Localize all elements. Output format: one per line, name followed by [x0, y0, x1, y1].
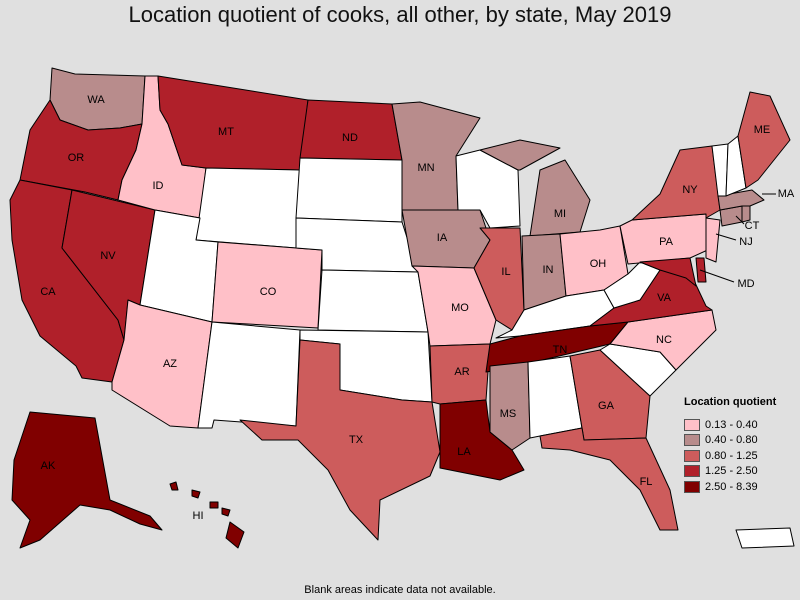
label-il: IL [501, 266, 510, 278]
map-title: Location quotient of cooks, all other, b… [128, 2, 672, 27]
state-md[interactable] [639, 257, 697, 287]
label-ct: CT [745, 220, 760, 232]
label-ma: MA [778, 188, 795, 200]
state-ak[interactable] [11, 411, 163, 549]
footnote: Blank areas indicate data not available. [304, 584, 496, 596]
legend-swatch [684, 465, 700, 478]
label-nc: NC [656, 334, 672, 346]
legend-item: 2.50 - 8.39 [684, 479, 796, 495]
label-pa: PA [659, 236, 674, 248]
label-mn: MN [417, 162, 434, 174]
state-ks[interactable] [317, 269, 429, 333]
label-md: MD [737, 278, 754, 290]
label-nd: ND [342, 132, 358, 144]
leader-nj [715, 233, 737, 241]
state-la[interactable] [439, 399, 525, 481]
state-tx[interactable] [239, 339, 441, 541]
state-nm[interactable] [197, 321, 301, 429]
label-nv: NV [100, 250, 116, 262]
label-hi: HI [193, 510, 204, 522]
state-me[interactable] [737, 91, 791, 189]
legend: Location quotient 0.13 - 0.40 0.40 - 0.8… [684, 396, 796, 495]
state-ms[interactable] [489, 361, 531, 451]
legend-item: 0.40 - 0.80 [684, 433, 796, 449]
label-ia: IA [437, 232, 448, 244]
label-az: AZ [163, 358, 177, 370]
state-mi[interactable] [479, 139, 591, 237]
label-ar: AR [454, 366, 469, 378]
legend-label: 0.13 - 0.40 [705, 418, 758, 431]
label-oh: OH [590, 258, 607, 270]
legend-title: Location quotient [684, 396, 777, 408]
legend-item: 0.13 - 0.40 [684, 417, 796, 433]
label-co: CO [260, 286, 277, 298]
leader-md [699, 269, 735, 283]
legend-label: 2.50 - 8.39 [705, 480, 758, 493]
label-nj: NJ [739, 236, 752, 248]
state-sd[interactable] [295, 157, 403, 223]
legend-item: 0.80 - 1.25 [684, 448, 796, 464]
legend-swatch [684, 449, 700, 462]
legend-swatch [684, 418, 700, 431]
legend-swatch [684, 480, 700, 493]
label-ga: GA [598, 400, 615, 412]
label-tx: TX [349, 434, 364, 446]
label-mt: MT [218, 126, 234, 138]
label-fl: FL [640, 476, 653, 488]
label-ak: AK [41, 460, 56, 472]
label-mo: MO [451, 302, 469, 314]
state-il[interactable] [473, 227, 525, 331]
label-id: ID [153, 180, 164, 192]
legend-label: 0.40 - 0.80 [705, 434, 758, 447]
label-wa: WA [87, 94, 105, 106]
label-ca: CA [40, 286, 56, 298]
leader-ct [735, 215, 745, 225]
label-or: OR [68, 152, 85, 164]
state-nd[interactable] [299, 99, 403, 161]
label-ny: NY [682, 184, 698, 196]
state-hi[interactable] [169, 481, 245, 549]
label-la: LA [457, 446, 471, 458]
state-pr[interactable] [735, 527, 795, 549]
label-ms: MS [500, 408, 517, 420]
state-ny[interactable] [631, 145, 721, 221]
legend-swatch [684, 434, 700, 447]
label-tn: TN [553, 344, 568, 356]
state-nj[interactable] [705, 217, 721, 263]
state-fl[interactable] [539, 427, 679, 531]
legend-item: 1.25 - 2.50 [684, 464, 796, 480]
state-wy[interactable] [195, 167, 301, 249]
state-mt[interactable] [157, 75, 309, 171]
legend-label: 0.80 - 1.25 [705, 449, 758, 462]
label-va: VA [657, 292, 672, 304]
legend-label: 1.25 - 2.50 [705, 465, 758, 478]
label-in: IN [543, 264, 554, 276]
label-me: ME [754, 124, 771, 136]
label-mi: MI [554, 208, 566, 220]
